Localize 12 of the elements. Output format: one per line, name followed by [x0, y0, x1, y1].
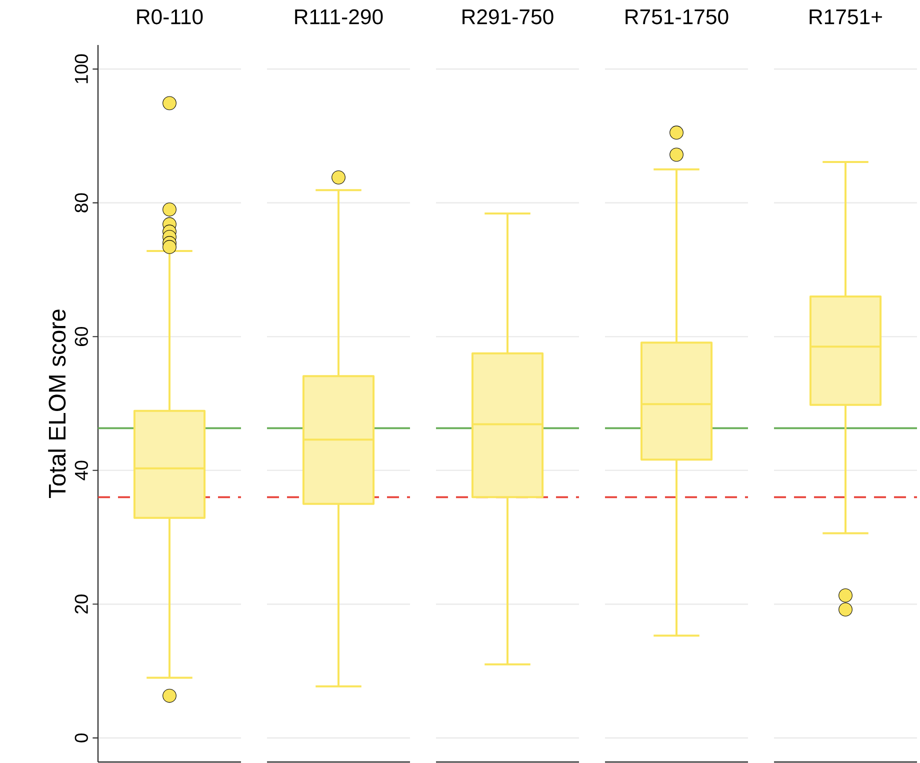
- y-tick-label: 40: [74, 460, 88, 480]
- y-tick-label: 0: [74, 733, 88, 742]
- y-tick-label: 100: [74, 54, 88, 84]
- y-tick-label: 60: [74, 326, 88, 346]
- x-tick-label: R291-750: [462, 9, 554, 24]
- x-tick-label: R1751+: [810, 9, 882, 24]
- x-tick-label: R751-1750: [626, 9, 728, 24]
- y-axis-title: Total ELOM score: [48, 310, 66, 498]
- x-tick-label: R111-290: [295, 9, 383, 24]
- y-tick-label: 80: [74, 193, 88, 212]
- x-tick-label: R0-110: [137, 9, 203, 24]
- y-tick-label: 20: [74, 594, 88, 614]
